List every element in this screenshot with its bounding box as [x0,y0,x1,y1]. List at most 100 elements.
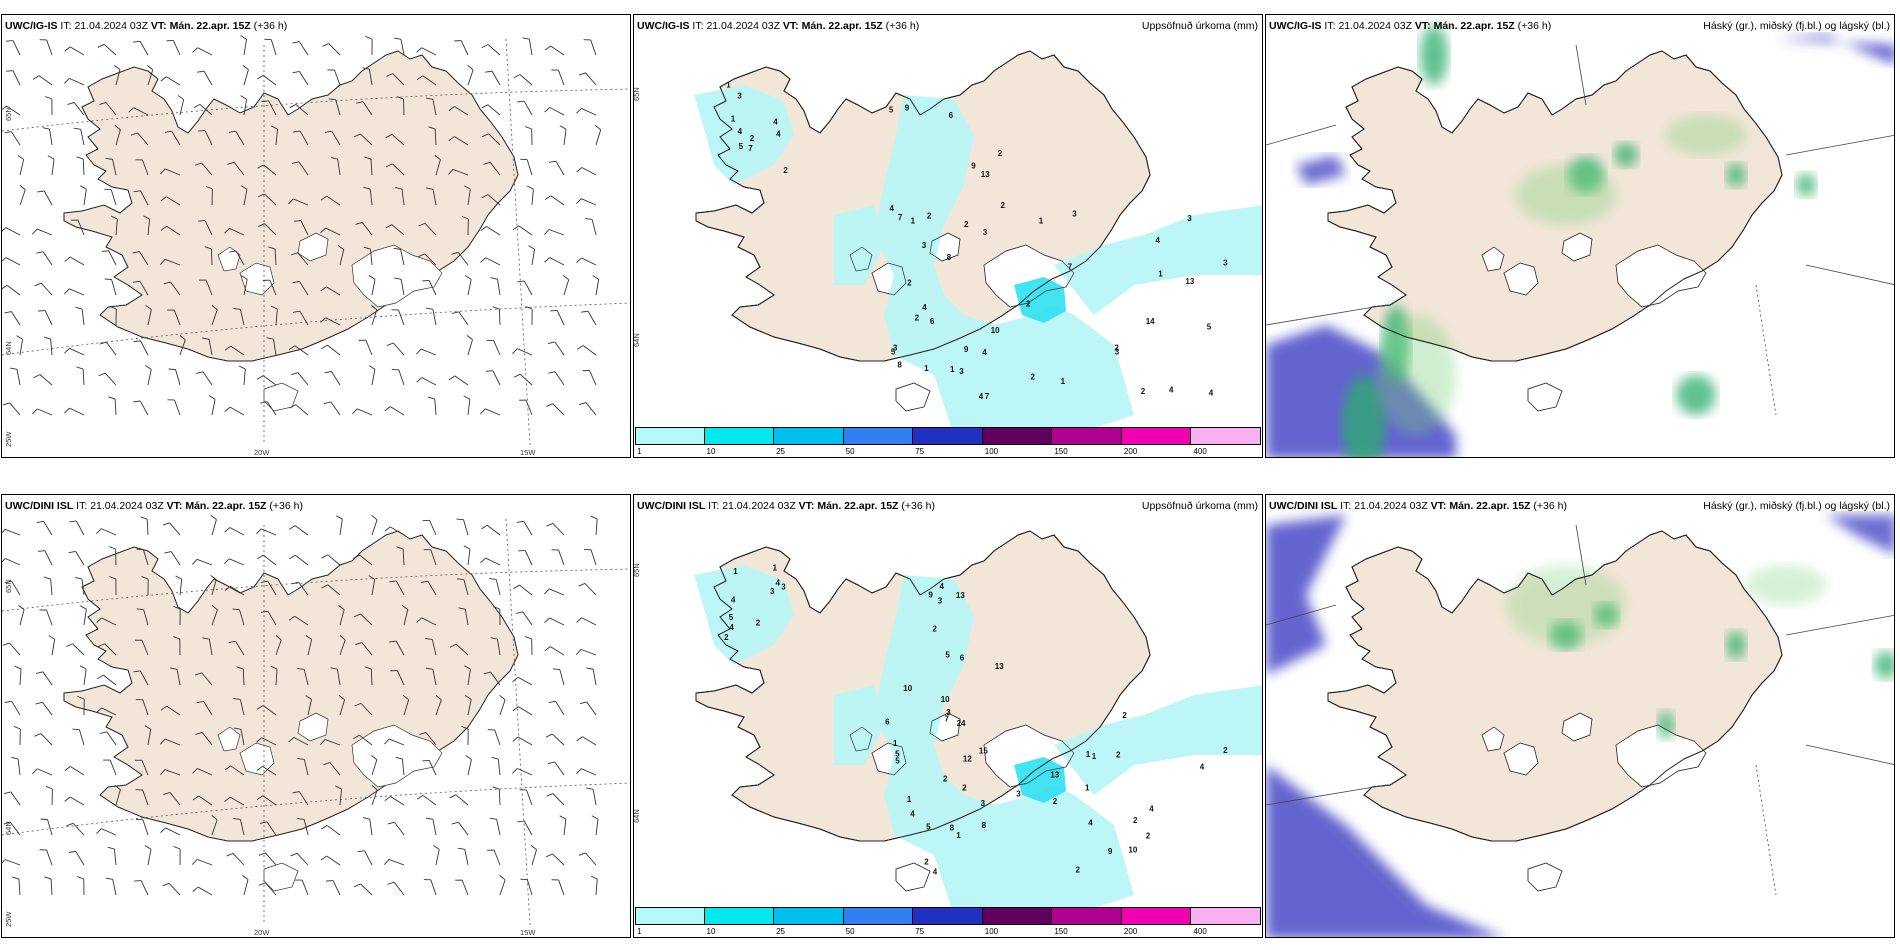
precip-amount-label: 2 [943,774,948,783]
panel-title: UWC/IG-IS IT: 21.04.2024 03Z VT: Mán. 22… [1269,20,1552,32]
precip-amount-label: 1 [924,364,929,373]
precip-amount-label: 7 [985,392,990,401]
precip-amount-label: 1 [1085,784,1090,793]
precip-amount-label: 13 [995,662,1004,671]
precip-amount-label: 9 [971,162,976,171]
precip-map: 2114237454365439822271324213135468109479… [694,50,1262,435]
precip-amount-label: 7 [898,213,903,222]
panel-title: UWC/IG-IS IT: 21.04.2024 03Z VT: Mán. 22… [5,20,288,32]
precip-amount-label: 4 [729,623,734,632]
cloud-panel-row2: UWC/DINI ISL IT: 21.04.2024 03Z VT: Mán.… [1265,494,1895,938]
colorbar-segment [913,427,983,445]
wind-barb-map [2,515,630,926]
precip-amount-label: 2 [1122,711,1127,720]
precip-amount-label: 10 [941,695,950,704]
panel-field-label: Háský (gr.), miðský (fj.bl.) og lágský (… [1703,500,1890,512]
precip-amount-label: 1 [1039,217,1044,226]
colorbar-segment [913,907,983,925]
wind-panel-row1: UWC/IG-IS IT: 21.04.2024 03Z VT: Mán. 22… [1,14,631,458]
precip-amount-label: 3 [922,241,927,250]
colorbar-segment [635,427,705,445]
colorbar-frame [635,427,1261,445]
colorbar-segment [704,907,775,925]
panel-title: UWC/DINI ISL IT: 21.04.2024 03Z VT: Mán.… [637,500,935,512]
precip-amount-label: 2 [932,625,937,634]
lat-label-64n: 64N [633,333,641,347]
precip-amount-label: 15 [979,747,988,756]
precip-amount-label: 4 [1200,763,1205,772]
lon-label-25w: 25W [4,911,13,927]
precip-amount-label: 4 [738,127,743,136]
precip-amount-label: 2 [1223,746,1228,755]
colorbar-tick-label: 400 [1193,447,1207,456]
colorbar-tick-label: 25 [776,927,786,936]
precip-amount-label: 5 [895,749,900,758]
precip-amount-label: 6 [930,317,935,326]
precip-amount-label: 2 [1076,865,1081,874]
precip-amount-label: 9 [928,591,933,600]
precip-amount-label: 4 [922,303,927,312]
panel-field-label: Háský (gr.), miðský (fj.bl.) og lágský (… [1703,20,1890,32]
lon-label-15w: 15W [520,448,536,457]
precip-amount-label: 1 [731,114,736,123]
precip-amount-label: 1 [733,567,738,576]
precip-amount-label: 4 [890,204,895,213]
precip-amount-label: 2 [1146,831,1151,840]
precip-amount-label: 4 [1169,386,1174,395]
precip-amount-label: 2 [998,149,1003,158]
precip-amount-label: 4 [776,129,781,138]
precip-amount-label: 3 [781,583,786,592]
panel-title: UWC/IG-IS IT: 21.04.2024 03Z VT: Mán. 22… [637,20,920,32]
precip-amount-label: 5 [945,651,950,660]
colorbar-tick-label: 25 [776,447,786,456]
precip-amount-label: 2 [783,166,788,175]
colorbar-segment [1052,907,1122,925]
precip-amount-label: 6 [885,717,890,726]
precip-amount-label: 7 [748,144,753,153]
colorbar-tick-label: 1 [637,927,642,936]
precip-amount-label: 12 [963,755,972,764]
precip-panel-row1: UWC/IG-IS IT: 21.04.2024 03Z VT: Mán. 22… [633,14,1263,458]
precip-amount-label: 1 [956,831,961,840]
colorbar-tick-label: 75 [915,927,925,936]
lat-label-65n: 65N [4,107,13,121]
precip-amount-label: 2 [1133,816,1138,825]
precip-amount-label: 4 [1088,819,1093,828]
precip-amount-label: 14 [1146,317,1155,326]
precip-colorbar: 1 10 25 50 75 100 150 200 400 [635,427,1261,457]
lat-label-65n: 65N [633,87,641,101]
colorbar-segment [982,907,1053,925]
precip-amount-label: 2 [962,784,967,793]
lon-label-15w: 15W [520,928,536,937]
precip-amount-label: 1 [1092,752,1097,761]
precip-amount-label: 6 [960,653,965,662]
precip-amount-label: 8 [897,361,902,370]
precip-amount-label: 13 [1185,277,1194,286]
panel-field-label: Uppsöfnuð úrkoma (mm) [1141,20,1258,32]
panel-title: UWC/DINI ISL IT: 21.04.2024 03Z VT: Mán.… [1269,500,1567,512]
precip-amount-label: 7 [1068,263,1073,272]
precip-amount-label: 8 [982,821,987,830]
precip-amount-label: 2 [1141,387,1146,396]
precip-amount-label: 3 [938,596,943,605]
precip-amount-label: 2 [927,211,932,220]
precip-amount-label: 1 [1158,270,1163,279]
precip-amount-label: 5 [739,142,744,151]
precip-amount-label: 8 [950,824,955,833]
precip-amount-label: 7 [945,715,950,724]
precip-amount-label: 2 [924,857,929,866]
colorbar-tick-label: 200 [1123,927,1138,936]
precip-amount-label: 3 [1115,348,1120,357]
lon-label-25w: 25W [4,431,13,447]
precip-panel-row2: UWC/DINI ISL IT: 21.04.2024 03Z VT: Mán.… [633,494,1263,938]
colorbar-frame [635,907,1261,925]
precip-amount-label: 3 [1187,214,1192,223]
precip-amount-label: 10 [903,684,912,693]
precip-amount-label: 1 [893,739,898,748]
lat-label-65n: 65N [4,579,13,593]
precip-amount-label: 5 [891,348,896,357]
colorbar-segment [1121,907,1192,925]
precip-amount-label: 1 [1061,377,1066,386]
wind-panel-row2: UWC/DINI ISL IT: 21.04.2024 03Z VT: Mán.… [1,494,631,938]
precip-amount-label: 9 [905,103,910,112]
